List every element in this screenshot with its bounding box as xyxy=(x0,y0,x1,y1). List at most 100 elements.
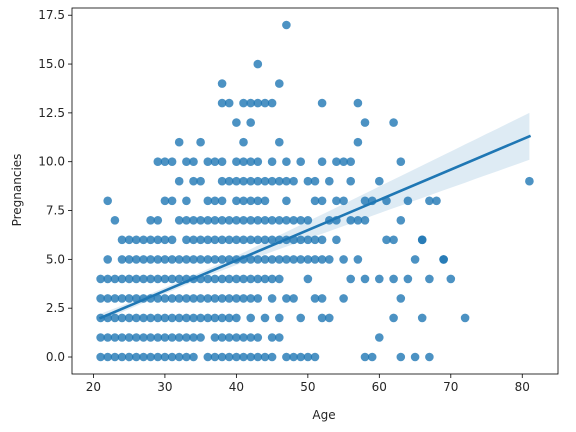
data-point xyxy=(132,274,141,284)
data-point xyxy=(389,313,398,323)
data-point xyxy=(167,157,177,166)
data-point xyxy=(310,235,320,245)
data-point xyxy=(210,333,220,342)
data-point xyxy=(224,216,234,225)
data-point xyxy=(196,137,205,147)
data-point xyxy=(153,255,163,264)
data-point xyxy=(332,235,341,245)
data-point xyxy=(267,255,277,264)
data-point xyxy=(196,216,205,225)
data-point xyxy=(182,333,191,342)
x-tick-label: 50 xyxy=(300,380,315,394)
data-point xyxy=(260,352,270,362)
data-point xyxy=(217,333,227,342)
data-point xyxy=(289,176,298,186)
data-point xyxy=(339,294,348,303)
data-point xyxy=(203,274,213,284)
y-tick-label: 0.0 xyxy=(46,350,65,364)
data-point xyxy=(174,137,184,147)
data-point xyxy=(296,157,306,166)
data-point xyxy=(317,98,327,108)
data-point xyxy=(217,98,227,108)
data-point xyxy=(160,352,170,362)
data-point xyxy=(246,216,255,225)
regression-line xyxy=(98,134,532,320)
data-point xyxy=(439,255,448,264)
data-point xyxy=(110,294,120,303)
scatter-points xyxy=(96,20,534,362)
data-point xyxy=(224,235,234,245)
data-point xyxy=(224,98,234,108)
data-point xyxy=(139,235,148,245)
data-point xyxy=(224,294,234,303)
data-point xyxy=(260,176,270,186)
data-point xyxy=(103,196,112,206)
data-point xyxy=(296,255,306,264)
data-point xyxy=(432,196,441,206)
axes-frame xyxy=(71,7,559,375)
data-point xyxy=(189,255,198,264)
data-point xyxy=(267,235,277,245)
data-point xyxy=(239,176,248,186)
data-point xyxy=(117,274,127,284)
data-point xyxy=(174,274,184,284)
data-point xyxy=(117,313,127,323)
data-point xyxy=(146,274,155,284)
data-point xyxy=(189,235,198,245)
data-point xyxy=(167,294,177,303)
data-point xyxy=(396,157,406,166)
data-point xyxy=(217,176,227,186)
data-point xyxy=(239,294,248,303)
data-point xyxy=(167,274,177,284)
data-point xyxy=(196,333,205,342)
data-point xyxy=(196,255,205,264)
data-point xyxy=(267,176,277,186)
data-point xyxy=(360,274,370,284)
data-point xyxy=(167,255,177,264)
data-point xyxy=(167,313,177,323)
data-point xyxy=(332,157,341,166)
data-point xyxy=(232,352,241,362)
data-point xyxy=(232,196,241,206)
data-point xyxy=(317,196,327,206)
data-point xyxy=(217,157,227,166)
data-point xyxy=(360,352,370,362)
data-point xyxy=(446,274,456,284)
data-point xyxy=(303,235,313,245)
data-point xyxy=(303,176,313,186)
data-point xyxy=(296,313,306,323)
data-point xyxy=(232,118,241,127)
data-point xyxy=(239,216,248,225)
data-point xyxy=(153,333,163,342)
data-point xyxy=(196,176,205,186)
data-point xyxy=(103,352,112,362)
data-point xyxy=(325,255,334,264)
data-point xyxy=(210,216,220,225)
data-point xyxy=(267,98,277,108)
y-tick-label: 10.0 xyxy=(38,155,65,169)
data-point xyxy=(353,98,363,108)
data-point xyxy=(296,235,306,245)
data-point xyxy=(103,294,112,303)
data-point xyxy=(132,255,141,264)
data-point xyxy=(239,196,248,206)
data-point xyxy=(160,274,170,284)
data-point xyxy=(253,333,263,342)
data-point xyxy=(417,235,427,245)
y-tick-label: 15.0 xyxy=(38,57,65,71)
x-tick-label: 40 xyxy=(229,380,244,394)
data-point xyxy=(124,294,134,303)
data-point xyxy=(525,176,534,186)
data-point xyxy=(275,255,284,264)
regression-line-layer xyxy=(98,134,532,320)
data-point xyxy=(203,216,213,225)
data-point xyxy=(239,157,248,166)
data-point xyxy=(124,333,134,342)
x-tick-label: 80 xyxy=(515,380,530,394)
data-point xyxy=(189,157,198,166)
data-point xyxy=(117,333,127,342)
data-point xyxy=(174,333,184,342)
data-point xyxy=(425,196,434,206)
data-point xyxy=(275,333,284,342)
